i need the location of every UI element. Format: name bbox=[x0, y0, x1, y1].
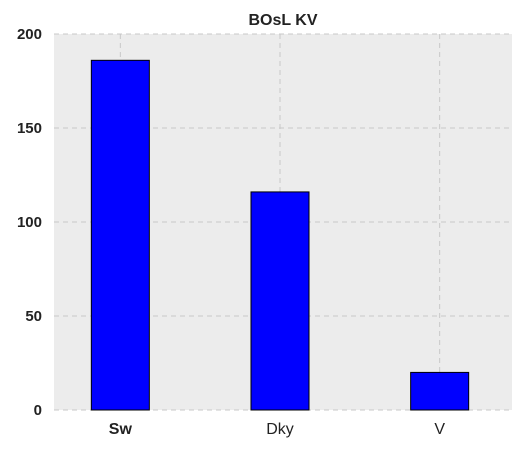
bars bbox=[90, 59, 470, 411]
x-axis-tick-labels: Sw Dky V bbox=[109, 421, 446, 438]
chart-title: BOsL KV bbox=[248, 12, 317, 29]
y-tick-label: 100 bbox=[17, 214, 42, 231]
y-tick-label: 0 bbox=[34, 402, 42, 419]
y-tick-label: 50 bbox=[25, 308, 42, 325]
x-tick-label-dky: Dky bbox=[266, 421, 294, 438]
bar-sw bbox=[90, 59, 150, 411]
y-axis-tick-labels: 0 50 100 150 200 bbox=[17, 26, 42, 419]
bar-v bbox=[410, 371, 470, 411]
y-tick-label: 150 bbox=[17, 120, 42, 137]
y-tick-label: 200 bbox=[17, 26, 42, 43]
x-tick-label-sw: Sw bbox=[109, 421, 133, 438]
x-tick-label-v: V bbox=[434, 421, 445, 438]
bar-dky bbox=[250, 191, 310, 411]
